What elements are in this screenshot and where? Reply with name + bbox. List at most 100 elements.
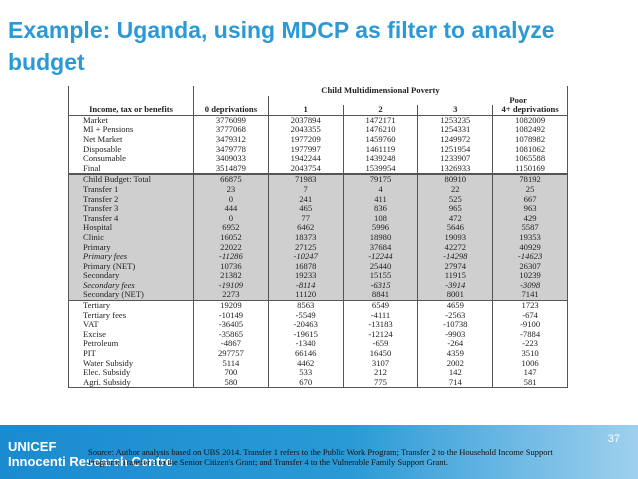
footer-band bbox=[0, 425, 638, 479]
row-label: MI + Pensions bbox=[68, 125, 194, 135]
row-label: Secondary (NET) bbox=[68, 290, 194, 302]
footer-org: UNICEF Innocenti Research Centre bbox=[8, 439, 173, 469]
table-row: Agri. Subsidy 580 670 775 714 581 bbox=[68, 377, 568, 389]
table-row: Secondary fees -19109 -8114 -6315 -3914 -3098 bbox=[68, 280, 568, 291]
table-row: Clinic 16052 18373 18980 19093 19353 bbox=[68, 232, 568, 243]
value-cell: 1539954 bbox=[342, 163, 419, 175]
header-row: Poor bbox=[68, 95, 569, 106]
value-cell: 1326933 bbox=[417, 163, 494, 175]
row-label: Disposable bbox=[68, 144, 194, 155]
value-cell: -7884 bbox=[492, 329, 568, 340]
table-row: Elec. Subsidy 700 533 212 142 147 bbox=[68, 368, 568, 378]
org-unit: Innocenti Research Centre bbox=[8, 454, 173, 469]
value-cell: 2043754 bbox=[267, 163, 344, 175]
column-header: 2 bbox=[342, 104, 419, 116]
column-header: 4+ deprivations bbox=[492, 104, 568, 116]
value-cell: 670 bbox=[267, 377, 344, 389]
column-header: 3 bbox=[417, 104, 494, 116]
row-label: Transfer 2 bbox=[68, 194, 194, 205]
row-label: Petroleum bbox=[68, 339, 194, 350]
row-label: VAT bbox=[68, 320, 194, 330]
value-cell: 1081062 bbox=[492, 144, 568, 155]
row-label: Agri. Subsidy bbox=[68, 377, 194, 389]
column-header: 1 bbox=[267, 104, 344, 116]
row-label: PIT bbox=[68, 348, 194, 359]
value-cell: -9100 bbox=[492, 320, 568, 330]
row-label: Tertiary fees bbox=[68, 310, 194, 321]
table-row: Transfer 4 0 77 108 472 429 bbox=[68, 213, 568, 224]
row-label: Clinic bbox=[68, 232, 194, 243]
table-row: PIT 297757 66146 16450 4359 3510 bbox=[68, 348, 568, 359]
value-cell: 8001 bbox=[417, 290, 494, 302]
value-cell: 667 bbox=[492, 194, 568, 205]
value-cell: 25 bbox=[492, 184, 568, 195]
value-cell: 1078982 bbox=[492, 134, 568, 145]
table-row: Secondary (NET) 2273 11120 8841 8001 7141 bbox=[68, 290, 568, 302]
table-row: Net Market 3479312 1977209 1459760 1249972 10… bbox=[68, 134, 568, 145]
table-row: Secondary 21382 19233 15155 11915 10239 bbox=[68, 271, 568, 281]
row-label: Primary bbox=[68, 242, 194, 253]
value-cell: -674 bbox=[492, 310, 568, 321]
header-cell bbox=[68, 95, 194, 106]
table-row: Petroleum -4867 -1340 -659 -264 -223 bbox=[68, 339, 568, 350]
row-label: Net Market bbox=[68, 134, 194, 145]
value-cell: 78192 bbox=[492, 174, 568, 185]
row-label: Transfer 4 bbox=[68, 213, 194, 224]
row-label: Primary fees bbox=[68, 251, 194, 262]
value-cell: 7141 bbox=[492, 290, 568, 302]
column-header: Income, tax or benefits bbox=[68, 104, 194, 116]
row-label: Primary (NET) bbox=[68, 261, 194, 272]
table-row: Final 3514879 2043754 1539954 1326933 1150169 bbox=[68, 163, 568, 175]
value-cell: -223 bbox=[492, 339, 568, 350]
row-label: Excise bbox=[68, 329, 194, 340]
group-header: Child Multidimensional Poverty bbox=[193, 85, 568, 96]
value-cell: 26307 bbox=[492, 261, 568, 272]
slide-title: Example: Uganda, using MDCP as filter to… bbox=[8, 17, 555, 75]
value-cell: 19353 bbox=[492, 232, 568, 243]
row-label: Hospital bbox=[68, 223, 194, 233]
table-row: Primary fees -11286 -10247 -12244 -14298 -146… bbox=[68, 251, 568, 262]
value-cell: 581 bbox=[492, 377, 568, 389]
row-label: Transfer 3 bbox=[68, 204, 194, 214]
value-cell: 5587 bbox=[492, 223, 568, 233]
table-row: Tertiary 19209 8563 6549 4659 1723 bbox=[68, 300, 568, 311]
value-cell: 775 bbox=[342, 377, 419, 389]
org-name: UNICEF bbox=[8, 439, 57, 454]
value-cell: 147 bbox=[492, 368, 568, 378]
table-row: Excise -35865 -19615 -12124 -9903 -7884 bbox=[68, 329, 568, 340]
row-label: Market bbox=[68, 115, 194, 126]
row-label: Tertiary bbox=[68, 300, 194, 311]
header-row: Child Multidimensional Poverty bbox=[68, 85, 568, 96]
value-cell: 580 bbox=[193, 377, 269, 389]
table-row: Transfer 1 23 7 4 22 25 bbox=[68, 184, 568, 195]
table-row: Primary 22022 27125 37684 42272 40929 bbox=[68, 242, 568, 253]
value-cell: 1150169 bbox=[492, 163, 568, 175]
row-label: Water Subsidy bbox=[68, 358, 194, 369]
table-row: Disposable 3479778 1977997 1461119 1251954 10… bbox=[68, 144, 568, 155]
table-row: Consumable 3409033 1942244 1439248 1233907 10… bbox=[68, 154, 568, 164]
value-cell: 3514879 bbox=[193, 163, 269, 175]
header-cell bbox=[68, 86, 194, 96]
column-header-row: Income, tax or benefits 0 deprivations 1 2 3… bbox=[68, 104, 568, 116]
value-cell: 1065588 bbox=[492, 154, 568, 164]
table-row: Primary (NET) 10736 16878 25440 27974 26307 bbox=[68, 261, 568, 272]
value-cell: 1082009 bbox=[492, 115, 568, 126]
table-row: VAT -36405 -20463 -13183 -10738 -9100 bbox=[68, 320, 568, 330]
value-cell: 963 bbox=[492, 204, 568, 214]
value-cell: 1082492 bbox=[492, 125, 568, 135]
table-row: Child Budget: Total 66875 71983 79175 80910 7… bbox=[68, 174, 568, 185]
value-cell: 10239 bbox=[492, 271, 568, 281]
value-cell: 1006 bbox=[492, 358, 568, 369]
value-cell: 1723 bbox=[492, 300, 568, 311]
table-row: Market 3776099 2037894 1472171 1253235 108200… bbox=[68, 115, 568, 126]
column-header: 0 deprivations bbox=[193, 104, 269, 116]
row-label: Transfer 1 bbox=[68, 184, 194, 195]
table-row: Tertiary fees -10149 -5549 -4111 -2563 -674 bbox=[68, 310, 568, 321]
table-row: Transfer 3 444 465 836 965 963 bbox=[68, 204, 568, 214]
value-cell: 714 bbox=[417, 377, 494, 389]
value-cell: 429 bbox=[492, 213, 568, 224]
table-row: Hospital 6952 6462 5996 5646 5587 bbox=[68, 223, 568, 233]
row-label: Elec. Subsidy bbox=[68, 368, 194, 378]
row-label: Consumable bbox=[68, 154, 194, 164]
table-row: MI + Pensions 3777068 2043355 1476210 125433… bbox=[68, 125, 568, 135]
